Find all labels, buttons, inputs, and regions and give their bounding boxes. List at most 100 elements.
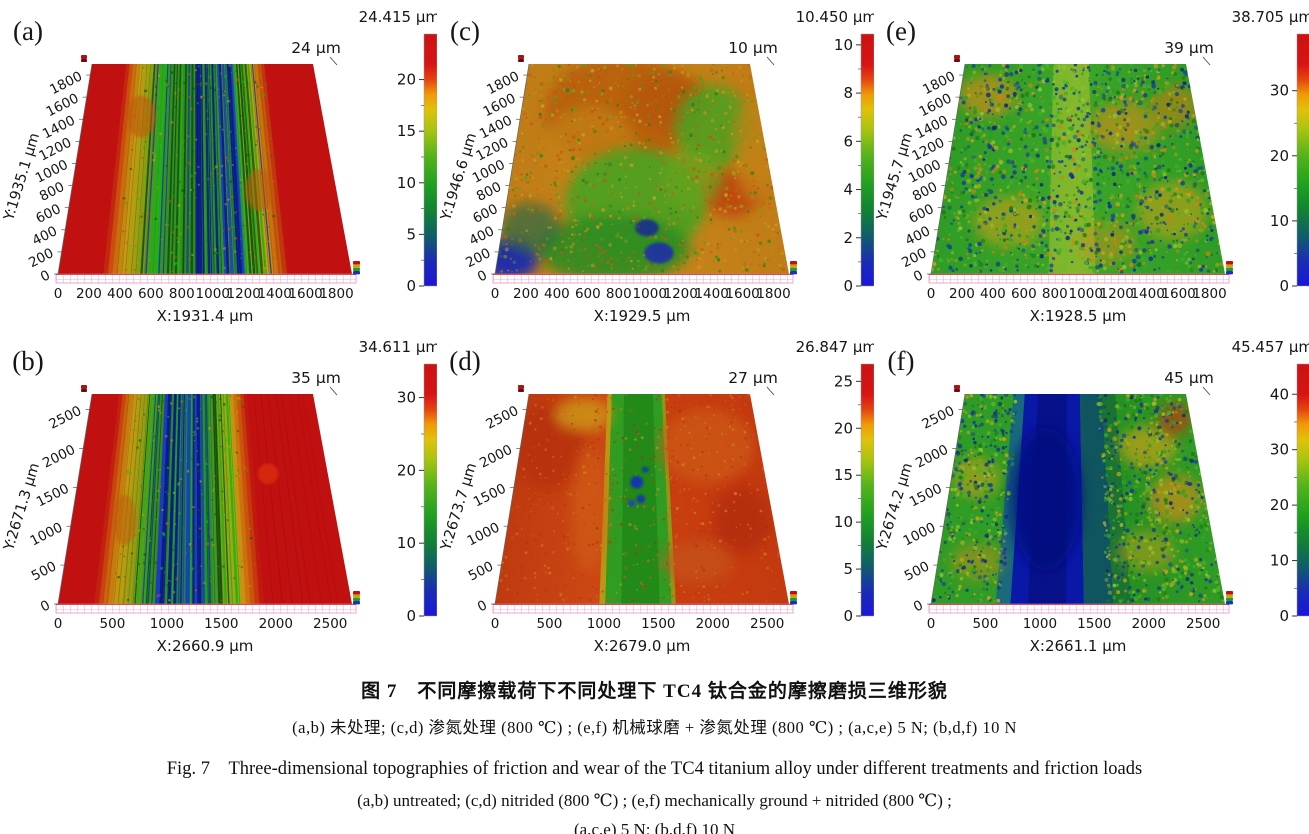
surface-band (262, 64, 285, 274)
y-tick-label: 200 (26, 245, 56, 271)
peak-pointer-line (1202, 386, 1211, 396)
surface-patch (630, 475, 644, 489)
surface-band (281, 394, 316, 604)
surface-band (134, 394, 151, 604)
surface-band (191, 394, 194, 604)
x-axis-title: X:2661.1 μm (1030, 637, 1127, 655)
colorbar-tick-label: 20 (1270, 147, 1289, 165)
surface-band (233, 64, 247, 274)
colorbar-tick-label: 2 (843, 229, 853, 247)
x-tick-label: 1200 (227, 286, 261, 302)
surface-band (284, 64, 321, 274)
surface-band (214, 394, 223, 604)
colorbar-max-label: 26.847 μm (796, 338, 874, 356)
surface-plot (58, 394, 352, 604)
caption-en-title: Fig. 7 Three-dimensional topographies of… (166, 759, 1143, 779)
surface-band (151, 394, 163, 604)
x-axis-title: X:2660.9 μm (157, 637, 254, 655)
corner-marker-topleft (81, 385, 87, 392)
y-tick-label: 500 (902, 558, 932, 584)
surface-band (149, 64, 162, 274)
surface-band (250, 64, 270, 274)
surface-band (62, 394, 100, 604)
x-tick-label: 2000 (696, 616, 730, 632)
surface-band (158, 64, 172, 274)
surface-band (267, 394, 293, 604)
surface-patch (571, 446, 607, 573)
x-tick-label: 1000 (150, 616, 184, 632)
colorbar-tick-label: 10 (834, 36, 853, 54)
surface-patch (641, 466, 649, 473)
surface-band (258, 64, 281, 274)
x-tick-label: 1000 (587, 616, 621, 632)
surface-band (75, 394, 110, 604)
panel-label: (d) (449, 346, 480, 376)
corner-marker-bottomright (353, 261, 360, 275)
colorbar (860, 33, 874, 287)
colorbar-tick-label: 20 (1270, 496, 1289, 514)
surface-band (240, 64, 257, 274)
y-tick-label: 1500 (471, 481, 509, 511)
x-tick-label: 500 (537, 616, 563, 632)
colorbar (1296, 33, 1309, 287)
surface-band (234, 64, 250, 274)
x-tick-label: 1800 (319, 286, 353, 302)
surface-band (228, 394, 241, 604)
x-tick-label: 0 (54, 616, 63, 632)
x-tick-label: 800 (606, 286, 632, 302)
surface-band (1182, 394, 1225, 604)
surface-band (58, 394, 96, 604)
y-tick-label: 2500 (483, 403, 521, 433)
surface-grain (931, 64, 1224, 274)
x-tick-label: 2500 (1186, 616, 1220, 632)
surface-band (62, 64, 100, 274)
surface-band (136, 394, 153, 604)
x-tick-label: 2000 (1132, 616, 1166, 632)
surface-band (153, 64, 166, 274)
surface-band (173, 394, 182, 604)
surface-patch (1010, 427, 1082, 571)
x-tick-label: 400 (544, 286, 570, 302)
colorbar-tick-label: 10 (1270, 212, 1289, 230)
surface-band (278, 64, 312, 274)
surface-band (253, 394, 274, 604)
surface-band (143, 394, 158, 604)
x-tick-label: 1000 (1069, 286, 1103, 302)
caption-zh-subtitle: (a,b) 未处理; (c,d) 渗氮处理 (800 ℃) ; (e,f) 机械… (292, 718, 1017, 737)
y-tick-label: 1500 (34, 481, 72, 511)
y-tick-label: 0 (911, 267, 926, 285)
surface-patch (112, 494, 137, 546)
surface-band (309, 64, 352, 274)
surface-band (289, 394, 322, 604)
surface-band (98, 394, 127, 604)
surface-band (166, 64, 176, 274)
x-tick-label: 600 (1011, 286, 1037, 302)
y-tick-label: 1000 (28, 520, 66, 550)
colorbar-max-label: 38.705 μm (1232, 8, 1309, 26)
x-tick-label: 1800 (1192, 286, 1226, 302)
surface-band (203, 394, 208, 604)
corner-marker-bottomright (353, 591, 360, 605)
x-tick-label: 200 (949, 286, 975, 302)
surface-patch (244, 169, 275, 211)
figure-captions: 图 7 不同摩擦载荷下不同处理下 TC4 钛合金的摩擦磨损三维形貌 (a,b) … (0, 660, 1309, 834)
y-tick-label: 400 (30, 223, 60, 249)
y-tick-label: 400 (467, 223, 497, 249)
surface-band (281, 64, 316, 274)
surface-band (85, 64, 117, 274)
y-axis-line (494, 393, 530, 605)
y-tick-label: 200 (463, 245, 493, 271)
surface-band (142, 394, 157, 604)
x-tick-label: 1500 (204, 616, 238, 632)
corner-marker-bottomright (1226, 261, 1233, 275)
x-tick-label: 0 (54, 286, 63, 302)
colorbar-tick-label: 10 (834, 513, 853, 531)
surface-band (958, 64, 990, 274)
surface-band (225, 64, 238, 274)
surface-band (202, 64, 207, 274)
corner-marker-topleft (518, 55, 524, 62)
surface-band (147, 394, 161, 604)
x-tick-label: 1200 (664, 286, 698, 302)
surface-band (85, 394, 117, 604)
